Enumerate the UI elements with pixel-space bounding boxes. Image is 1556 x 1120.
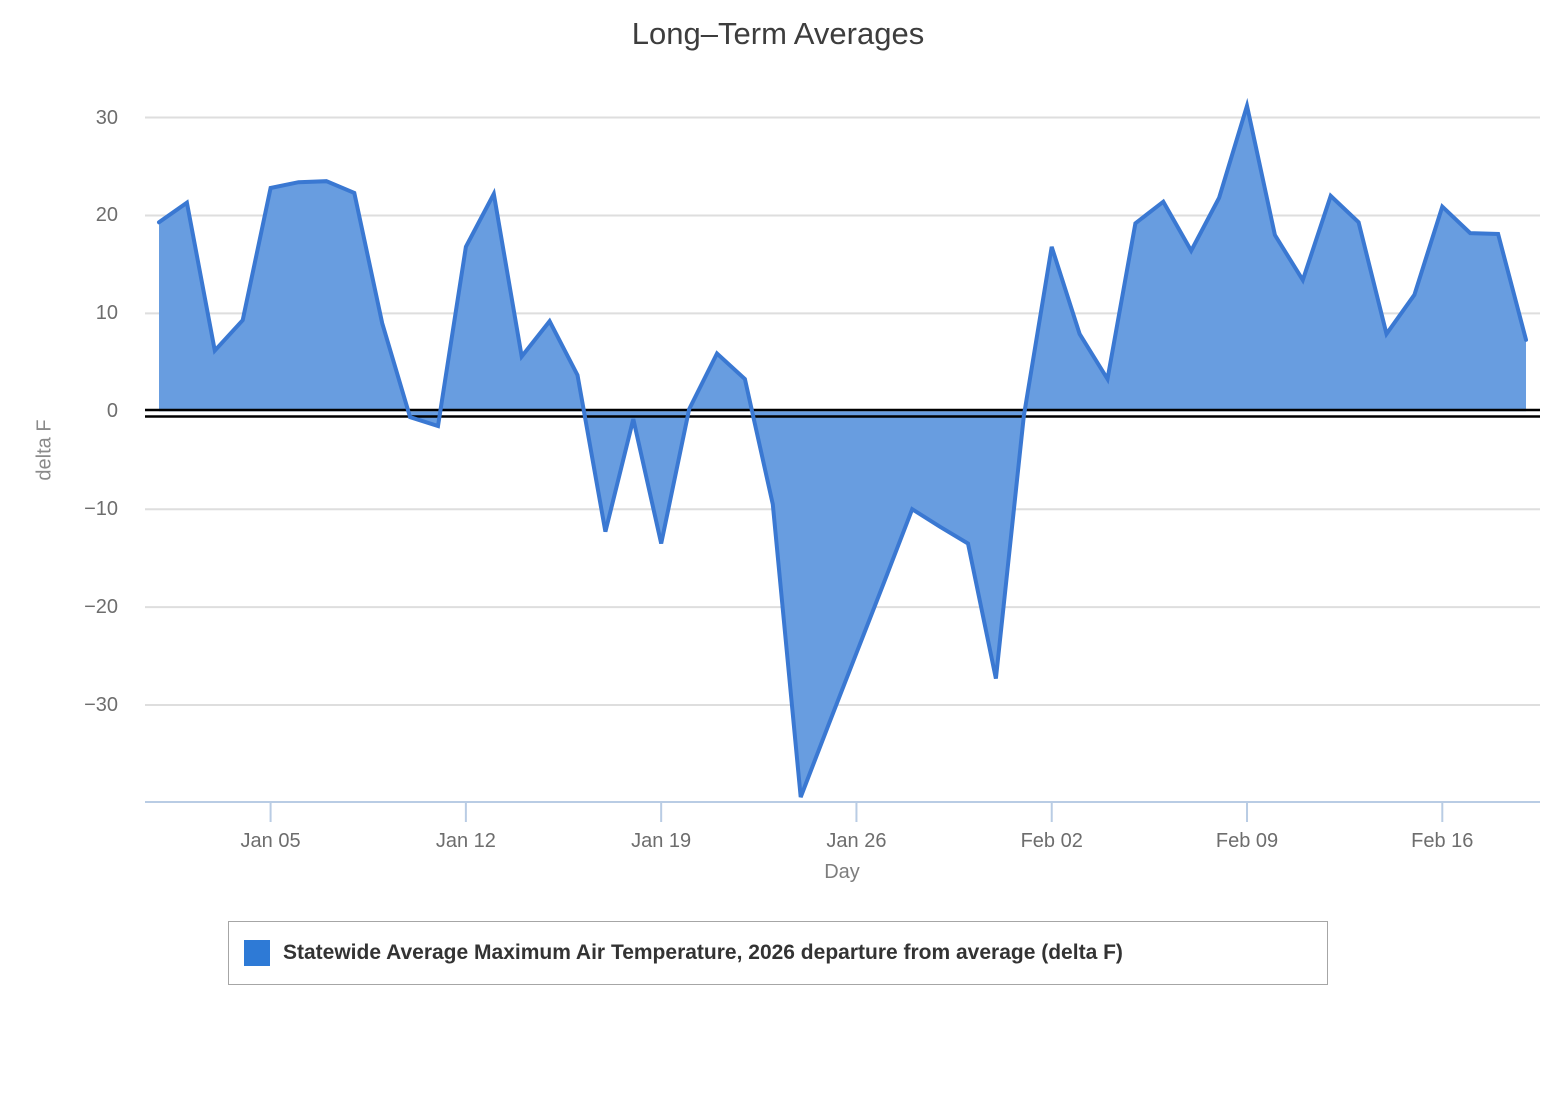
y-tick-label: 0	[106, 400, 118, 423]
y-tick-label: 10	[95, 302, 118, 325]
y-tick-label: −20	[84, 596, 118, 619]
x-tick-label: Feb 09	[1215, 830, 1279, 852]
x-tick-label: Feb 02	[1020, 830, 1083, 852]
y-axis-title: delta F	[33, 419, 56, 481]
series-area[interactable]	[159, 105, 1526, 798]
y-tick-label: 30	[95, 106, 118, 129]
y-tick-label: −30	[84, 694, 118, 717]
x-tick-label: Jan 12	[435, 830, 496, 852]
legend-swatch-icon	[244, 940, 270, 966]
x-tick-label: Feb 16	[1411, 830, 1474, 852]
chart-title: Long–Term Averages	[631, 16, 925, 51]
x-tick-label: Jan 26	[826, 830, 887, 852]
y-tick-label: −10	[84, 498, 118, 521]
series-line[interactable]	[157, 97, 1528, 798]
y-tick-label: 20	[95, 204, 118, 227]
x-axis-title: Day	[824, 861, 860, 883]
legend-series-label: Statewide Average Maximum Air Temperatur…	[283, 941, 1123, 964]
x-tick-label: Jan 05	[240, 830, 301, 852]
legend: Statewide Average Maximum Air Temperatur…	[228, 921, 1328, 985]
x-tick-label: Jan 19	[631, 830, 692, 852]
